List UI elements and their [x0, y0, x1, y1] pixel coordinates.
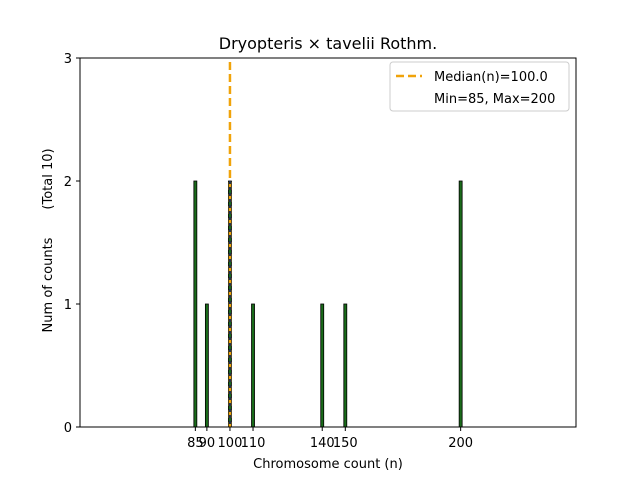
x-tick-label-140: 140 — [310, 436, 335, 451]
x-tick-label-100: 100 — [218, 436, 243, 451]
bar-90 — [204, 303, 209, 428]
legend-box — [389, 61, 570, 112]
x-tick-label-85: 85 — [187, 436, 204, 451]
y-tick-label-2: 2 — [64, 175, 72, 190]
bar-140 — [320, 303, 325, 428]
legend-entry-median: Median(n)=100.0 — [434, 70, 548, 85]
y-axis-ticks: 0 1 2 3 — [64, 52, 80, 436]
x-tick-label-150: 150 — [333, 436, 358, 451]
y-axis-label: Num of counts — [41, 237, 56, 332]
bar-200 — [458, 180, 463, 428]
chart-title: Dryopteris × tavelii Rothm. — [219, 34, 437, 53]
legend-entry-range: Min=85, Max=200 — [434, 92, 555, 107]
x-tick-label-90: 90 — [199, 436, 216, 451]
x-axis-label: Chromosome count (n) — [253, 457, 403, 472]
legend: Median(n)=100.0 Min=85, Max=200 — [389, 61, 570, 112]
x-tick-label-200: 200 — [448, 436, 473, 451]
bar-85 — [193, 180, 198, 428]
y-axis-total-note: (Total 10) — [41, 148, 56, 209]
y-tick-label-1: 1 — [64, 298, 72, 313]
bar-110 — [251, 303, 255, 428]
x-tick-label-110: 110 — [241, 436, 266, 451]
y-tick-label-3: 3 — [64, 52, 72, 67]
plot-frame — [79, 57, 577, 428]
y-tick-label-0: 0 — [64, 421, 72, 436]
bar-150 — [343, 303, 348, 428]
